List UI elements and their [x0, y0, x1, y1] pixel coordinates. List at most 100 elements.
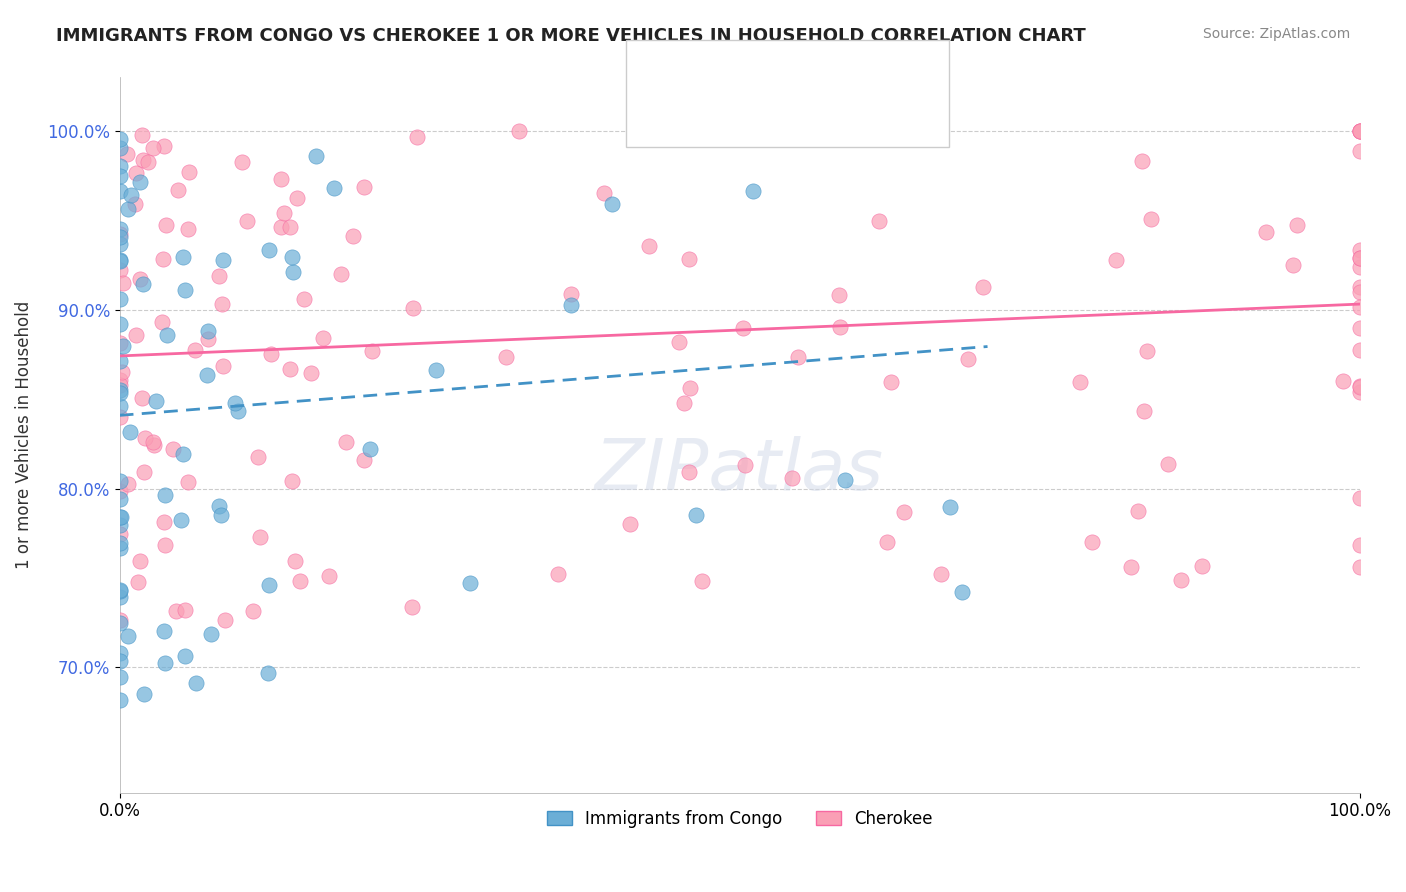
Immigrants from Congo [174, 648, 197, 663]
Immigrants from Congo [108, 693, 131, 707]
Text: N = 75: N = 75 [801, 62, 875, 81]
Cherokee [117, 477, 139, 491]
Immigrants from Congo [132, 277, 155, 292]
Cherokee [786, 351, 808, 365]
Cherokee [231, 154, 253, 169]
Immigrants from Congo [108, 141, 131, 155]
Cherokee [360, 343, 382, 358]
Cherokee [260, 347, 283, 361]
Immigrants from Congo [212, 252, 235, 267]
Cherokee [1281, 258, 1303, 272]
Cherokee [1348, 124, 1371, 138]
Cherokee [1191, 559, 1213, 574]
Immigrants from Congo [129, 175, 152, 189]
Cherokee [731, 321, 754, 335]
Cherokee [690, 574, 713, 589]
Cherokee [495, 350, 517, 364]
Cherokee [142, 435, 165, 450]
Immigrants from Congo [950, 585, 973, 599]
Cherokee [153, 538, 176, 552]
Cherokee [108, 527, 131, 541]
Cherokee [115, 146, 138, 161]
Cherokee [318, 569, 340, 583]
Immigrants from Congo [153, 487, 176, 501]
Immigrants from Congo [108, 670, 131, 684]
Cherokee [1348, 144, 1371, 158]
Text: IMMIGRANTS FROM CONGO VS CHEROKEE 1 OR MORE VEHICLES IN HOUSEHOLD CORRELATION CH: IMMIGRANTS FROM CONGO VS CHEROKEE 1 OR M… [56, 27, 1085, 45]
Immigrants from Congo [305, 149, 328, 163]
Cherokee [547, 567, 569, 582]
Immigrants from Congo [108, 654, 131, 668]
Immigrants from Congo [834, 473, 856, 487]
Cherokee [284, 554, 307, 568]
Immigrants from Congo [108, 646, 131, 660]
Cherokee [1157, 457, 1180, 471]
Cherokee [1348, 124, 1371, 138]
Cherokee [1348, 537, 1371, 551]
Cherokee [1348, 321, 1371, 335]
Cherokee [125, 328, 148, 343]
Cherokee [668, 335, 690, 350]
Cherokee [280, 474, 302, 488]
Cherokee [619, 516, 641, 531]
Immigrants from Congo [108, 474, 131, 488]
Cherokee [132, 153, 155, 167]
Immigrants from Congo [172, 250, 194, 264]
Immigrants from Congo [108, 535, 131, 549]
Immigrants from Congo [108, 582, 131, 597]
Cherokee [956, 352, 979, 367]
Cherokee [152, 252, 174, 266]
Cherokee [211, 297, 233, 311]
Cherokee [111, 276, 134, 290]
Immigrants from Congo [153, 657, 176, 671]
Immigrants from Congo [283, 265, 305, 279]
Cherokee [153, 515, 176, 529]
Cherokee [177, 475, 200, 489]
Cherokee [678, 466, 700, 480]
Immigrants from Congo [108, 237, 131, 252]
Cherokee [1348, 279, 1371, 293]
Cherokee [153, 139, 176, 153]
Immigrants from Congo [226, 404, 249, 418]
Text: R = 0.029: R = 0.029 [686, 100, 785, 119]
Immigrants from Congo [108, 541, 131, 555]
Immigrants from Congo [600, 197, 623, 211]
Cherokee [780, 471, 803, 485]
Immigrants from Congo [359, 442, 381, 456]
Immigrants from Congo [560, 298, 582, 312]
Cherokee [108, 378, 131, 392]
Immigrants from Congo [425, 362, 447, 376]
Cherokee [1348, 124, 1371, 138]
Cherokee [184, 343, 207, 357]
Cherokee [236, 214, 259, 228]
Cherokee [242, 604, 264, 618]
Cherokee [108, 335, 131, 350]
Immigrants from Congo [108, 591, 131, 605]
Immigrants from Congo [209, 508, 232, 523]
Cherokee [672, 396, 695, 410]
Cherokee [1170, 573, 1192, 587]
Cherokee [108, 410, 131, 425]
Cherokee [734, 458, 756, 473]
Cherokee [280, 361, 302, 376]
Cherokee [249, 530, 271, 544]
Cherokee [1348, 378, 1371, 392]
Cherokee [1348, 124, 1371, 138]
Immigrants from Congo [108, 254, 131, 268]
Cherokee [288, 574, 311, 589]
Cherokee [972, 280, 994, 294]
Immigrants from Congo [197, 325, 219, 339]
Immigrants from Congo [208, 499, 231, 513]
Immigrants from Congo [741, 184, 763, 198]
Cherokee [273, 206, 295, 220]
Immigrants from Congo [108, 492, 131, 507]
Cherokee [1285, 218, 1308, 232]
Cherokee [592, 186, 614, 200]
Immigrants from Congo [156, 328, 179, 343]
Immigrants from Congo [153, 624, 176, 639]
Cherokee [880, 376, 903, 390]
Cherokee [150, 315, 173, 329]
Immigrants from Congo [117, 629, 139, 643]
Point [134, 687, 156, 701]
Immigrants from Congo [224, 396, 246, 410]
